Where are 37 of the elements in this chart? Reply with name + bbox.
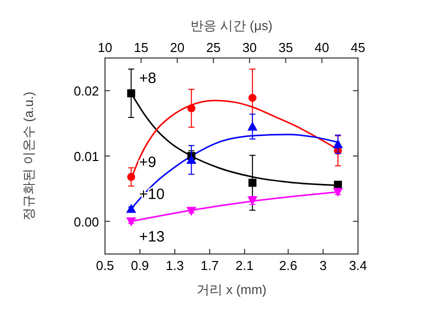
x2-axis-title: 반응 시간 (μs) <box>190 18 272 33</box>
x-tick-label: 2.1 <box>236 258 254 273</box>
x-tick-label: 1.7 <box>200 258 219 273</box>
x-tick-label: 3 <box>319 258 327 273</box>
point <box>248 178 256 187</box>
y-tick-label: 0.01 <box>74 149 99 164</box>
x2-tick-label: 15 <box>134 40 148 55</box>
point <box>186 154 196 164</box>
series-label: +13 <box>139 228 165 246</box>
x-axis-title: 거리 x (mm) <box>196 282 267 297</box>
point <box>332 188 343 197</box>
x-tick-label: 1.3 <box>166 258 184 273</box>
point <box>248 94 256 102</box>
point <box>126 204 136 213</box>
point <box>332 139 343 148</box>
x2-tick-label: 25 <box>206 40 221 55</box>
x-tick-label: 0.5 <box>96 258 114 273</box>
y-tick-label: 0.02 <box>74 84 99 99</box>
x2-tick-label: 30 <box>242 40 257 55</box>
x2-tick-label: 10 <box>98 40 112 55</box>
point <box>126 217 136 226</box>
x2-tick-label: 35 <box>278 40 293 55</box>
y-axis-title: 정규화된 이온수 (a.u.) <box>21 92 36 220</box>
x-tick-label: 0.9 <box>130 258 149 273</box>
x-tick-label: 3.4 <box>348 258 368 273</box>
point <box>127 172 136 181</box>
x2-tick-label: 20 <box>170 40 185 55</box>
series-label: +9 <box>139 154 156 171</box>
point <box>186 206 196 216</box>
x-tick-label: 2.6 <box>279 258 298 273</box>
x2-tick-label: 45 <box>350 40 366 55</box>
point <box>127 89 136 98</box>
series-label: +8 <box>139 70 156 88</box>
y-tick-label: 0.00 <box>74 214 99 230</box>
x2-tick-label: 40 <box>314 40 330 55</box>
point <box>334 180 342 189</box>
point <box>187 104 196 112</box>
